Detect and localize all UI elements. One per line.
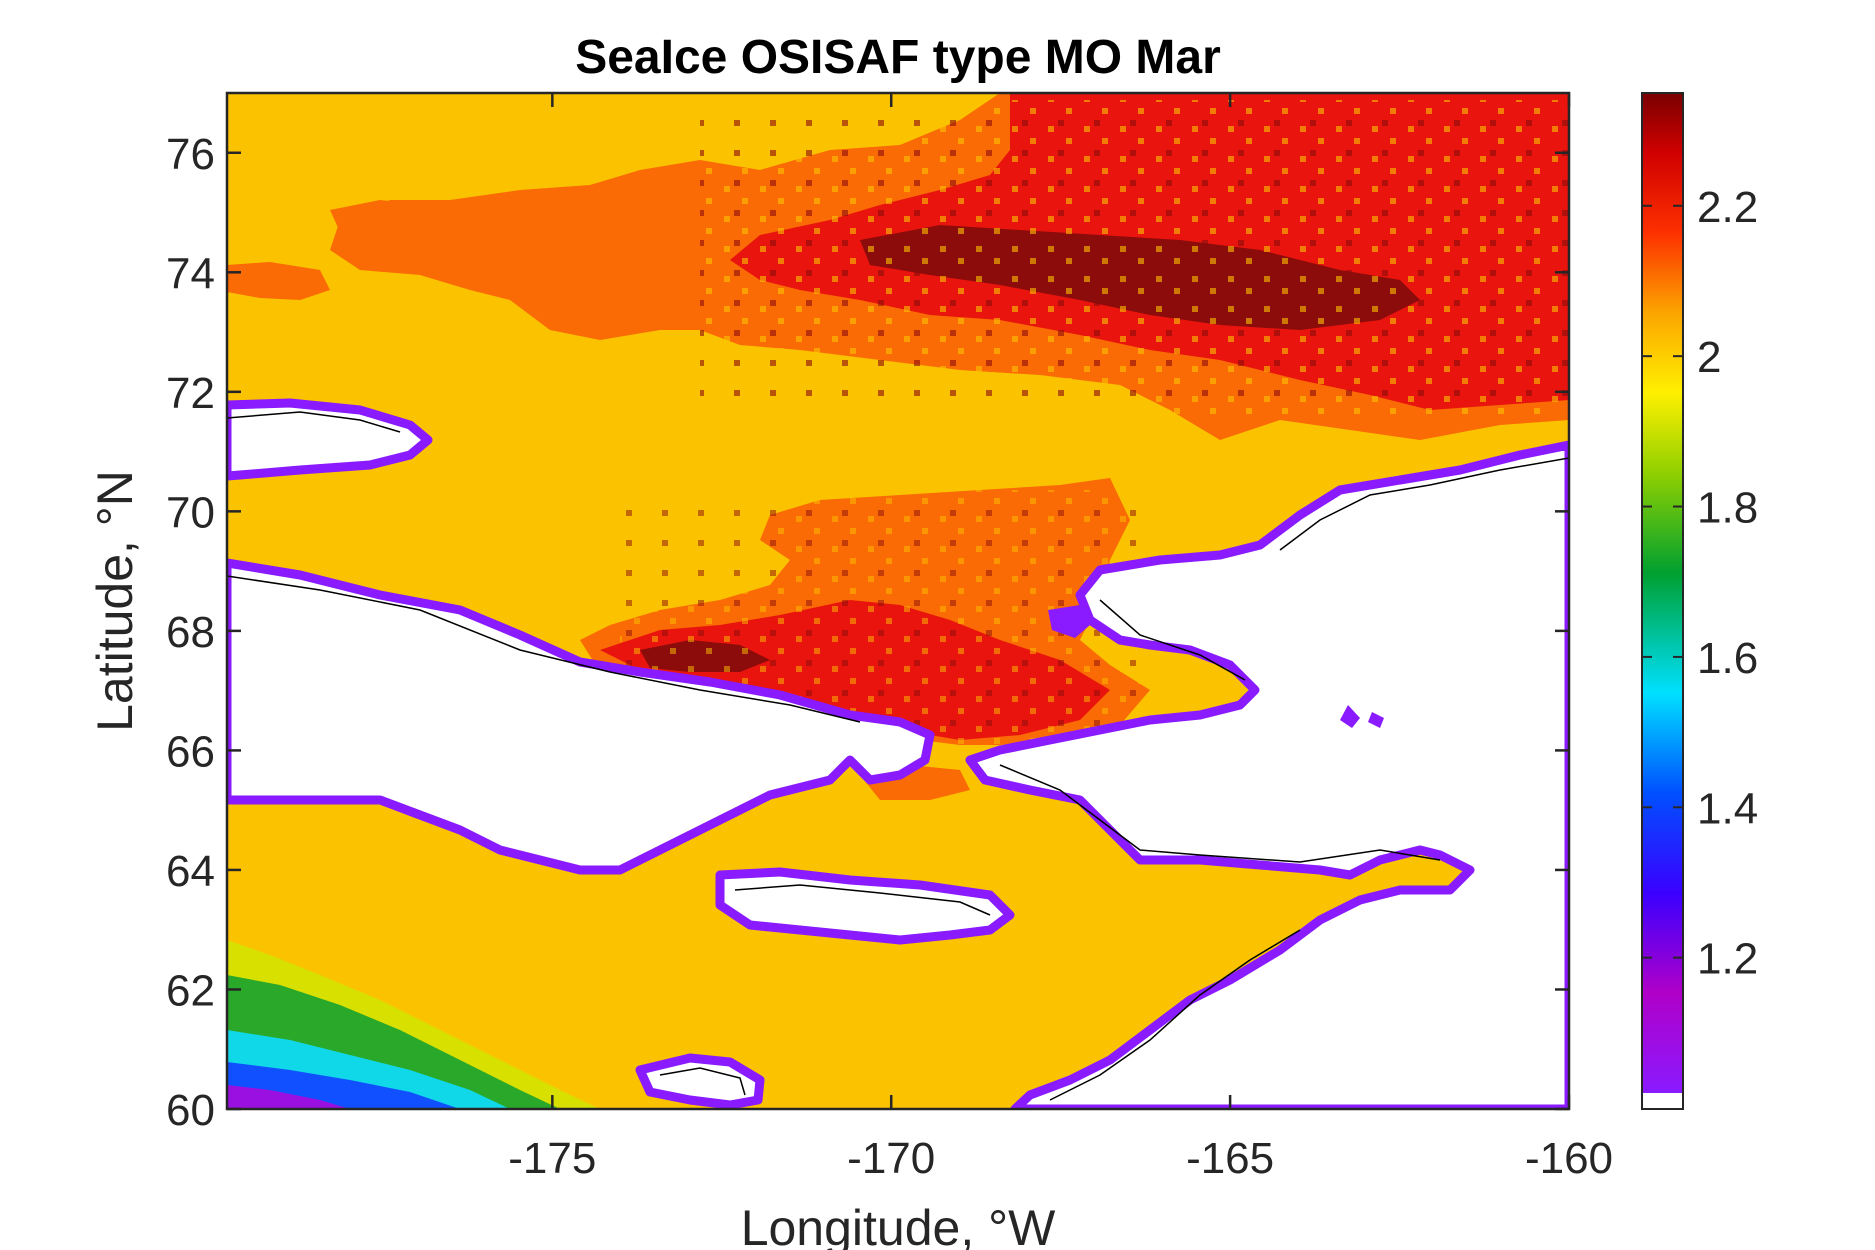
colorbar-tick-label: 2 xyxy=(1697,333,1721,382)
y-tick-label: 70 xyxy=(166,488,215,537)
chart-title: SeaIce OSISAF type MO Mar xyxy=(575,31,1221,84)
land-masses xyxy=(227,398,1569,1109)
speckle-north xyxy=(700,100,1569,420)
y-tick-label: 64 xyxy=(166,847,215,896)
y-tick-label: 72 xyxy=(166,369,215,418)
colorbar-tick-label: 1.8 xyxy=(1697,484,1758,533)
orange-patch-west xyxy=(227,262,330,300)
orange-patch-west-2 xyxy=(330,200,460,240)
y-tick-label: 68 xyxy=(166,608,215,657)
x-axis-label: Longitude, °W xyxy=(741,1200,1056,1250)
colorbar-frame xyxy=(1641,92,1684,1110)
land-chukotka xyxy=(227,558,935,875)
land-small-island xyxy=(635,1053,765,1109)
colorbar-gradient xyxy=(1642,93,1683,1093)
x-tick-label: -175 xyxy=(508,1134,596,1183)
land-st-lawrence xyxy=(715,867,1015,945)
x-tick-label: -165 xyxy=(1186,1134,1274,1183)
y-axis-label: Latitude, °N xyxy=(87,470,143,732)
y-axis: 60 62 64 66 68 70 72 74 76 xyxy=(166,130,1569,1135)
y-tick-label: 60 xyxy=(166,1086,215,1135)
colorbar-tick-label: 1.4 xyxy=(1697,784,1758,833)
x-axis: -175 -170 -165 -160 xyxy=(508,93,1613,1183)
land-alaska xyxy=(965,440,1569,1109)
colorbar-tick-label: 1.2 xyxy=(1697,935,1758,984)
bering-gradient-purple xyxy=(227,1085,350,1109)
y-tick-label: 66 xyxy=(166,727,215,776)
y-tick-label: 62 xyxy=(166,966,215,1015)
colorbar-ticks: 1.2 1.4 1.6 1.8 2 2.2 xyxy=(1642,183,1758,984)
land-wrangel xyxy=(227,398,433,481)
plot-frame xyxy=(225,91,1571,1111)
colorbar-tick-label: 1.6 xyxy=(1697,634,1758,683)
colorbar-tick-label: 2.2 xyxy=(1697,183,1758,232)
coastline-details xyxy=(227,411,1569,1101)
x-tick-label: -170 xyxy=(847,1134,935,1183)
coast-patch-alaska-inlet xyxy=(1340,705,1384,728)
x-tick-label: -160 xyxy=(1525,1134,1613,1183)
y-tick-label: 74 xyxy=(166,249,215,298)
coast-patch-kotzebue xyxy=(1048,605,1090,638)
plot-area xyxy=(227,93,1569,1109)
colorbar-nodata xyxy=(1642,1093,1683,1109)
y-tick-label: 76 xyxy=(166,130,215,179)
